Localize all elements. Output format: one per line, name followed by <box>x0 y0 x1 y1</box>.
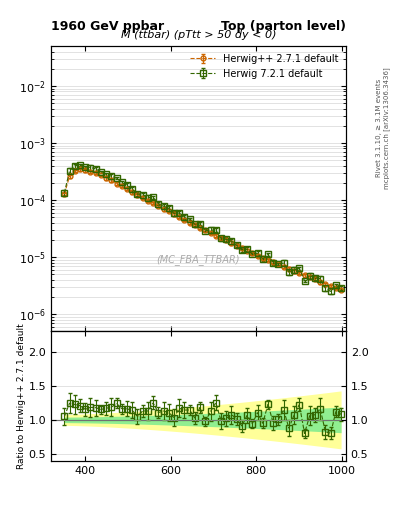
Text: Top (parton level): Top (parton level) <box>221 20 346 33</box>
Legend: Herwig++ 2.7.1 default, Herwig 7.2.1 default: Herwig++ 2.7.1 default, Herwig 7.2.1 def… <box>187 51 341 81</box>
Text: 1960 GeV ppbar: 1960 GeV ppbar <box>51 20 164 33</box>
Text: mcplots.cern.ch [arXiv:1306.3436]: mcplots.cern.ch [arXiv:1306.3436] <box>384 67 391 189</box>
Text: (MC_FBA_TTBAR): (MC_FBA_TTBAR) <box>157 254 240 265</box>
Text: M (ttbar) (pTtt > 50 dy < 0): M (ttbar) (pTtt > 50 dy < 0) <box>121 30 276 40</box>
Y-axis label: Ratio to Herwig++ 2.7.1 default: Ratio to Herwig++ 2.7.1 default <box>17 323 26 469</box>
Text: Rivet 3.1.10, ≥ 3.1M events: Rivet 3.1.10, ≥ 3.1M events <box>376 79 382 177</box>
